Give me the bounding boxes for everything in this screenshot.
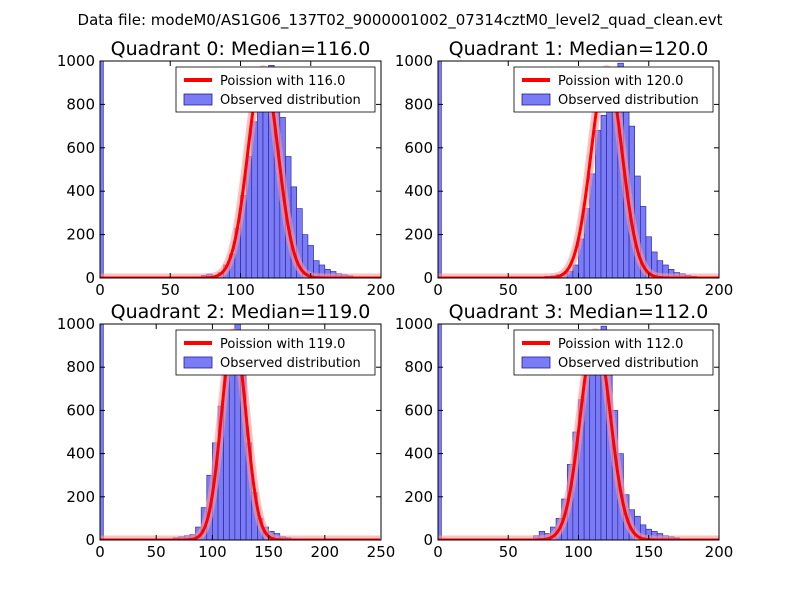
histogram-bar-zero: [100, 324, 104, 540]
x-tick-label: 0: [433, 281, 443, 299]
legend-label-poisson: Poission with 116.0: [220, 74, 345, 89]
x-tick-label: 150: [634, 281, 663, 299]
poisson-curve: [100, 68, 381, 278]
x-tick-label: 200: [705, 281, 734, 299]
poisson-curve: [438, 331, 719, 540]
y-tick-label: 200: [404, 226, 433, 244]
legend: Poission with 112.0 Observed distribution: [513, 329, 714, 376]
chart-title: Quadrant 0: Median=116.0: [111, 38, 371, 60]
chart-title: Quadrant 1: Median=120.0: [449, 38, 709, 60]
figure-suptitle: Data file: modeM0/AS1G06_137T02_90000010…: [78, 11, 723, 30]
y-tick-label: 200: [66, 488, 95, 506]
chart-title: Quadrant 3: Median=112.0: [449, 301, 709, 323]
y-tick-label: 600: [404, 139, 433, 157]
y-tick-label: 1000: [395, 52, 433, 70]
legend-label-poisson: Poission with 120.0: [558, 74, 683, 89]
histogram-bar-zero: [438, 324, 442, 540]
histogram-bar: [595, 130, 602, 278]
legend-bar-swatch: [521, 356, 551, 369]
y-tick-label: 800: [66, 95, 95, 113]
x-tick-label: 50: [499, 281, 518, 299]
chart-panel-1: Quadrant 1: Median=120.0 0 50 100 150 200 0 200…: [395, 38, 734, 299]
x-tick-label: 200: [310, 543, 339, 561]
y-tick-label: 1000: [395, 315, 433, 333]
x-tick-label: 0: [433, 543, 443, 561]
legend-bar-swatch: [183, 356, 213, 369]
x-tick-label: 50: [147, 543, 166, 561]
x-tick-label: 0: [95, 281, 105, 299]
x-tick-label: 250: [367, 543, 396, 561]
legend-label-observed: Observed distribution: [558, 356, 699, 371]
legend-bar-swatch: [183, 93, 213, 106]
y-tick-label: 0: [85, 531, 95, 549]
y-tick-label: 1000: [57, 52, 95, 70]
y-tick-label: 600: [404, 401, 433, 419]
y-tick-label: 400: [66, 445, 95, 463]
axes-frame: [99, 323, 382, 541]
y-tick-label: 400: [404, 182, 433, 200]
x-tick-label: 100: [198, 543, 227, 561]
y-tick-label: 800: [66, 358, 95, 376]
histogram-bar: [595, 362, 602, 540]
histogram-bar-zero: [100, 61, 104, 278]
histogram-bar: [600, 114, 607, 278]
legend-bar-swatch: [521, 93, 551, 106]
legend: Poission with 119.0 Observed distribution: [175, 329, 376, 376]
legend: Poission with 116.0 Observed distribution: [175, 66, 376, 113]
legend-label-poisson: Poission with 112.0: [558, 337, 683, 352]
x-tick-label: 150: [634, 543, 663, 561]
y-tick-label: 600: [66, 401, 95, 419]
x-tick-label: 150: [296, 281, 325, 299]
legend-label-observed: Observed distribution: [220, 93, 361, 108]
legend-label-observed: Observed distribution: [558, 93, 699, 108]
x-tick-label: 200: [367, 281, 396, 299]
histogram-bar: [257, 101, 264, 278]
legend-label-poisson: Poission with 119.0: [220, 337, 345, 352]
x-tick-label: 50: [161, 281, 180, 299]
y-tick-label: 0: [423, 269, 433, 287]
y-tick-label: 800: [404, 358, 433, 376]
x-tick-label: 100: [226, 281, 255, 299]
plot-area: [438, 324, 719, 540]
y-tick-label: 600: [66, 139, 95, 157]
x-tick-label: 150: [254, 543, 283, 561]
legend: Poission with 120.0 Observed distribution: [513, 66, 714, 113]
y-tick-label: 0: [423, 531, 433, 549]
x-tick-label: 0: [95, 543, 105, 561]
x-tick-label: 100: [564, 543, 593, 561]
y-tick-label: 400: [66, 182, 95, 200]
panels: Quadrant 0: Median=116.0 0 50 100 150 200 0 200…: [57, 38, 734, 561]
chart-panel-0: Quadrant 0: Median=116.0 0 50 100 150 200 0 200…: [57, 38, 396, 299]
y-tick-label: 800: [404, 95, 433, 113]
histogram-bar-zero: [438, 61, 442, 278]
y-tick-label: 400: [404, 445, 433, 463]
y-tick-label: 200: [66, 226, 95, 244]
chart-panel-2: Quadrant 2: Median=119.0 0 50 100 150 200 250 0…: [57, 301, 396, 561]
y-tick-label: 1000: [57, 315, 95, 333]
x-tick-label: 100: [564, 281, 593, 299]
histogram-bar: [606, 93, 613, 278]
chart-title: Quadrant 2: Median=119.0: [111, 301, 371, 323]
legend-label-observed: Observed distribution: [220, 356, 361, 371]
x-tick-label: 200: [705, 543, 734, 561]
y-tick-label: 0: [85, 269, 95, 287]
x-tick-label: 50: [499, 543, 518, 561]
y-tick-label: 200: [404, 488, 433, 506]
chart-panel-3: Quadrant 3: Median=112.0 0 50 100 150 200 0 200…: [395, 301, 734, 561]
